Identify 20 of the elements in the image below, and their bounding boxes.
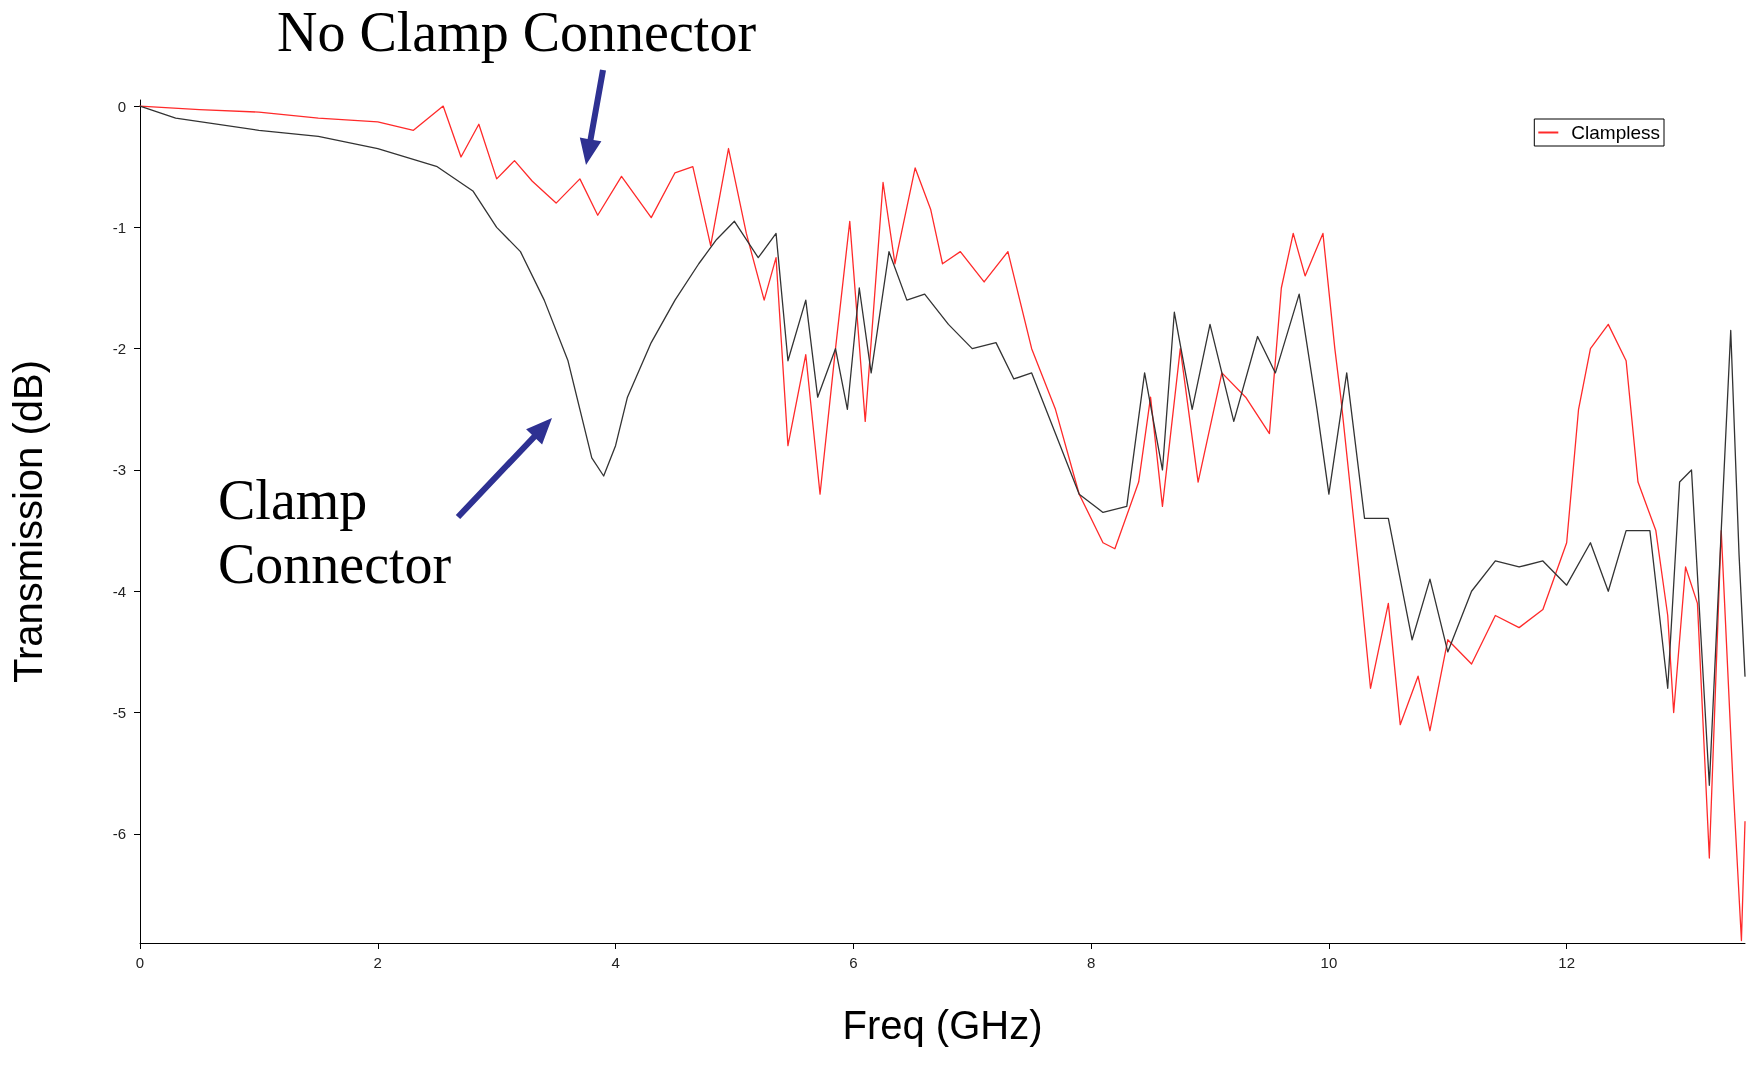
annotation: Clamp Connector xyxy=(218,468,452,596)
y-tick-label: -2 xyxy=(112,340,126,358)
x-tick-label: 4 xyxy=(611,954,620,971)
x-tick-label: 6 xyxy=(849,954,858,971)
y-tick-label: -3 xyxy=(112,461,126,479)
y-axis-title: Transmission (dB) xyxy=(6,359,50,684)
x-tick-label: 8 xyxy=(1086,954,1096,971)
x-tick-label: 12 xyxy=(1558,954,1576,971)
y-tick-label: -1 xyxy=(112,218,126,236)
x-axis-title: Freq (GHz) xyxy=(842,1003,1043,1047)
x-tick-label: 0 xyxy=(135,954,145,971)
y-tick-label: -5 xyxy=(112,704,126,722)
text: No Clamp Connector xyxy=(277,0,757,64)
legend-label: Clampless xyxy=(1571,122,1661,143)
line-series xyxy=(139,105,1746,786)
x-tick-label: 10 xyxy=(1320,954,1338,971)
x-tick-label: 2 xyxy=(373,954,382,971)
y-tick-label: -6 xyxy=(112,825,126,843)
y-tick-label: -4 xyxy=(112,582,126,600)
y-tick-label: 0 xyxy=(117,97,126,115)
